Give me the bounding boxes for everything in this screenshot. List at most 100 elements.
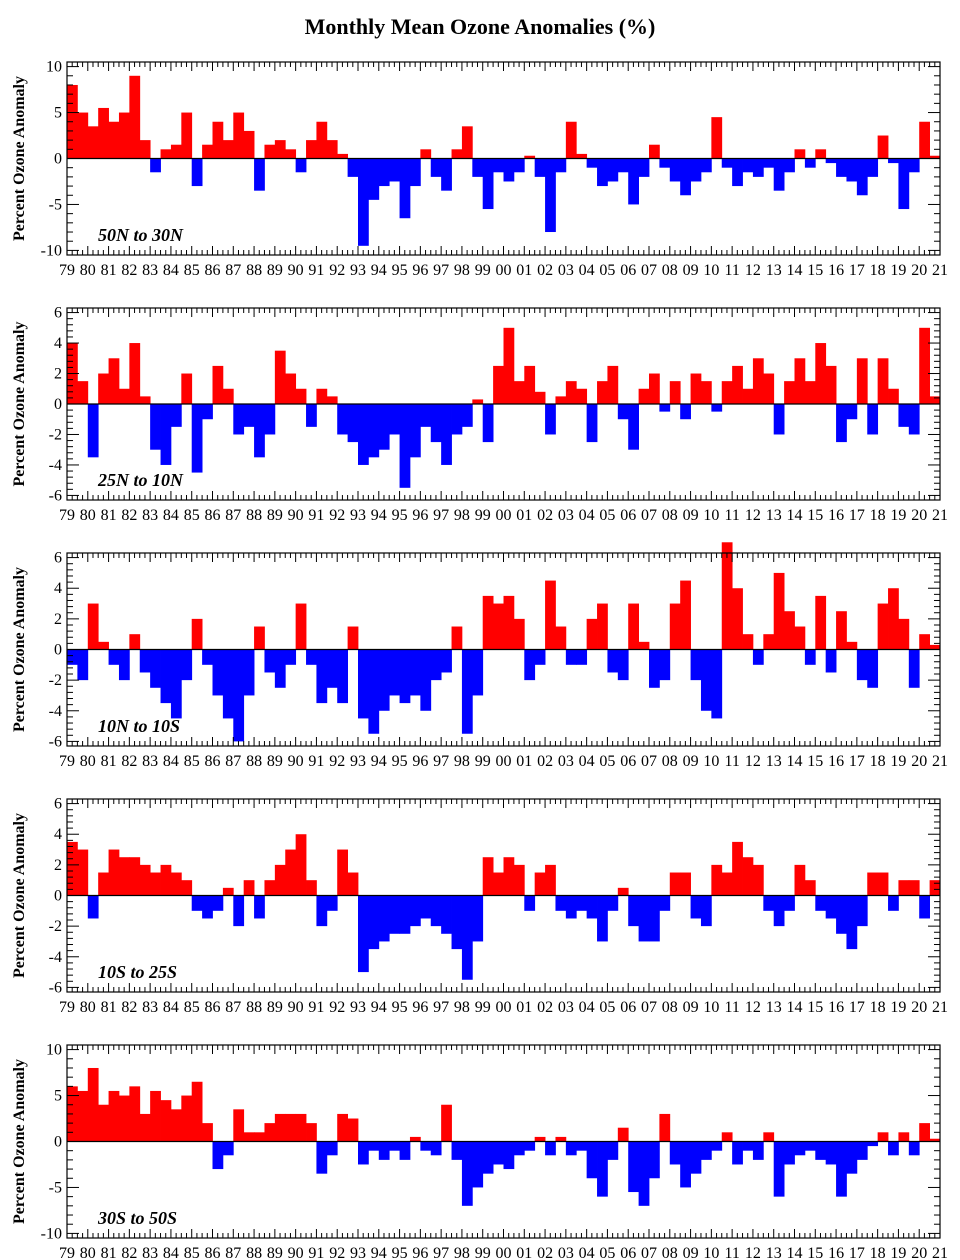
bar [669,381,681,404]
x-tick-label: 14 [787,262,803,279]
y-tick-label: -4 [49,949,62,966]
bar [846,404,858,420]
y-tick-label: -2 [49,918,62,935]
x-tick-label: 08 [662,1245,678,1260]
bar [368,158,380,200]
bar [326,140,338,159]
x-tick-label: 90 [288,1245,304,1260]
x-tick-label: 89 [267,753,283,770]
x-tick-label: 89 [267,999,283,1016]
x-tick-label: 88 [246,507,262,524]
y-tick-label: 10 [46,59,62,76]
x-tick-label: 88 [246,999,262,1016]
bar [212,365,224,404]
bar [389,404,400,435]
x-tick-label: 97 [433,507,449,524]
x-tick-label: 81 [101,1245,117,1260]
x-tick-label: 96 [412,1245,428,1260]
x-tick-label: 83 [142,262,158,279]
bar [784,158,795,173]
bar [690,373,702,404]
bar [202,1123,213,1142]
bar [815,1141,827,1160]
chart-panel: 79 80 81 82 83 84 85 86 87 88 89 90 91 92 93 94 95 96 97 98… [11,1042,948,1260]
bar [597,1141,608,1197]
bar [513,864,525,896]
bar [493,872,504,896]
bar [524,155,536,159]
x-tick-label: 97 [433,262,449,279]
x-tick-label: 84 [163,999,179,1016]
x-tick-label: 04 [579,999,595,1016]
bar [649,895,660,942]
bar [98,641,109,650]
bar [586,895,598,919]
bar [139,649,151,673]
bar [451,895,463,950]
bar [711,649,723,719]
bar [274,649,286,688]
bar [358,158,369,246]
bar [441,1104,452,1142]
x-tick-label: 85 [184,262,200,279]
x-tick-label: 95 [392,753,408,770]
bar [181,373,193,404]
x-tick-label: 86 [205,753,221,770]
bar [243,1132,255,1142]
bar [680,872,691,896]
bar [378,895,390,942]
bar [867,404,879,435]
bar [285,849,297,896]
bar [763,634,775,650]
x-tick-label: 18 [870,753,886,770]
x-tick-label: 93 [350,262,366,279]
x-tick-label: 96 [412,753,428,770]
x-tick-label: 09 [683,1245,699,1260]
bar [513,158,525,173]
bar [773,895,785,927]
x-tick-label: 97 [433,999,449,1016]
x-tick-label: 19 [890,753,906,770]
bar [170,872,182,896]
bar [368,649,380,734]
bar [285,649,297,665]
bar [638,1141,650,1206]
bar [669,158,681,182]
x-tick-label: 95 [392,999,408,1016]
bar [98,872,109,896]
bar [638,895,650,942]
bar [222,1141,234,1156]
region-label: 50N to 30N [98,225,184,245]
bar [420,895,432,919]
bar [794,1141,806,1156]
y-tick-label: -5 [49,1179,62,1196]
x-tick-label: 21 [932,262,948,279]
x-tick-label: 11 [724,999,739,1016]
x-tick-label: 86 [205,999,221,1016]
bar [919,1123,930,1142]
bar [222,649,234,719]
x-tick-label: 15 [807,1245,823,1260]
bar [742,857,754,896]
bar [399,649,411,704]
x-tick-label: 82 [121,999,137,1016]
bar [108,1090,120,1142]
bar [586,618,598,650]
y-tick-label: 4 [54,335,62,352]
bar [389,649,400,696]
x-tick-label: 81 [101,999,117,1016]
bar [274,350,286,404]
bar [295,834,307,896]
bar [461,895,473,980]
bar [825,895,837,919]
bar [129,857,141,896]
x-tick-label: 97 [433,753,449,770]
bar [212,649,224,696]
x-tick-label: 92 [329,999,345,1016]
x-tick-label: 87 [225,999,241,1016]
bar [77,649,89,681]
bar [576,388,588,404]
bar [285,373,297,404]
bar [233,1109,245,1142]
x-tick-label: 11 [724,262,739,279]
